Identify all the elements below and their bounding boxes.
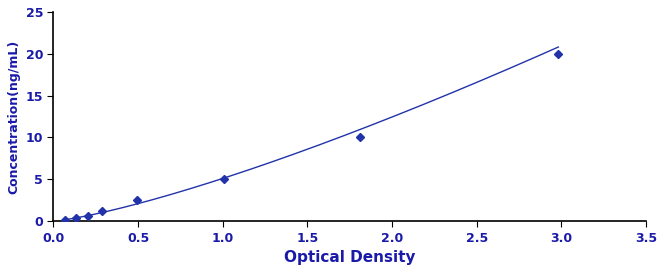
Y-axis label: Concentration(ng/mL): Concentration(ng/mL) [7, 39, 20, 194]
X-axis label: Optical Density: Optical Density [284, 250, 416, 265]
